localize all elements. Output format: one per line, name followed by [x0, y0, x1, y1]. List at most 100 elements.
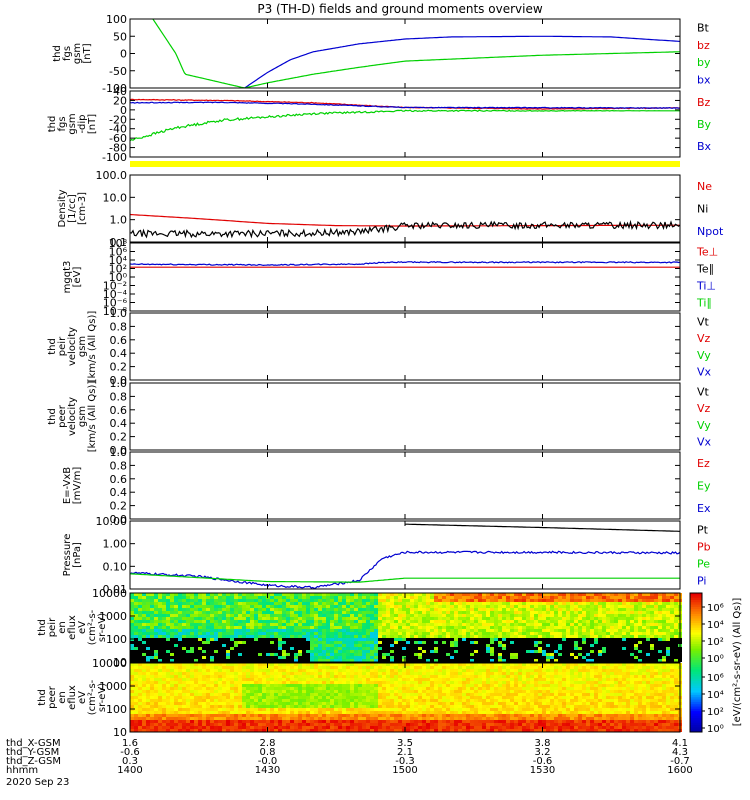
spectrogram-cell — [586, 656, 590, 659]
spectrogram-cell — [662, 647, 666, 650]
spectrogram-cell — [230, 620, 234, 623]
spectrogram-cell — [238, 702, 242, 705]
spectrogram-cell — [250, 693, 254, 696]
spectrogram-cell — [434, 656, 438, 659]
spectrogram-cell — [406, 723, 410, 726]
spectrogram-cell — [334, 711, 338, 714]
spectrogram-cell — [558, 599, 562, 602]
spectrogram-cell — [474, 602, 478, 605]
spectrogram-cell — [646, 599, 650, 602]
spectrogram-cell — [414, 723, 418, 726]
spectrogram-cell — [294, 720, 298, 723]
spectrogram-cell — [246, 623, 250, 626]
spectrogram-cell — [658, 629, 662, 632]
spectrogram-cell — [390, 663, 394, 666]
spectrogram-cell — [166, 717, 170, 720]
spectrogram-cell — [502, 614, 506, 617]
spectrogram-cell — [582, 620, 586, 623]
spectrogram-cell — [162, 653, 166, 656]
spectrogram-cell — [338, 723, 342, 726]
spectrogram-cell — [274, 614, 278, 617]
spectrogram-cell — [266, 669, 270, 672]
spectrogram-cell — [346, 638, 350, 641]
spectrogram-cell — [310, 608, 314, 611]
spectrogram-cell — [350, 644, 354, 647]
spectrogram-cell — [550, 593, 554, 596]
spectrogram-cell — [538, 626, 542, 629]
spectrogram-cell — [586, 626, 590, 629]
spectrogram-cell — [386, 726, 390, 729]
spectrogram-cell — [414, 650, 418, 653]
spectrogram-cell — [190, 720, 194, 723]
spectrogram-cell — [346, 684, 350, 687]
spectrogram-cell — [350, 593, 354, 596]
spectrogram-cell — [378, 653, 382, 656]
spectrogram-cell — [362, 702, 366, 705]
spectrogram-cell — [606, 650, 610, 653]
spectrogram-cell — [598, 650, 602, 653]
spectrogram-cell — [402, 711, 406, 714]
spectrogram-cell — [226, 608, 230, 611]
spectrogram-cell — [350, 599, 354, 602]
spectrogram-cell — [306, 699, 310, 702]
spectrogram-cell — [266, 614, 270, 617]
spectrogram-cell — [478, 629, 482, 632]
spectrogram-cell — [278, 650, 282, 653]
spectrogram-cell — [534, 653, 538, 656]
spectrogram-cell — [658, 632, 662, 635]
spectrogram-cell — [298, 623, 302, 626]
spectrogram-cell — [182, 702, 186, 705]
spectrogram-cell — [402, 672, 406, 675]
spectrogram-cell — [354, 614, 358, 617]
spectrogram-cell — [426, 650, 430, 653]
spectrogram-cell — [534, 632, 538, 635]
spectrogram-cell — [470, 620, 474, 623]
spectrogram-cell — [134, 675, 138, 678]
spectrogram-cell — [654, 629, 658, 632]
spectrogram-cell — [566, 644, 570, 647]
spectrogram-cell — [558, 602, 562, 605]
spectrogram-cell — [418, 608, 422, 611]
spectrogram-cell — [186, 632, 190, 635]
spectrogram-cell — [306, 696, 310, 699]
spectrogram-cell — [302, 605, 306, 608]
spectrogram-cell — [398, 723, 402, 726]
spectrogram-cell — [262, 705, 266, 708]
spectrogram-layer — [130, 593, 682, 732]
spectrogram-cell — [134, 729, 138, 732]
spectrogram-cell — [626, 656, 630, 659]
spectrogram-cell — [138, 593, 142, 596]
spectrogram-cell — [614, 635, 618, 638]
spectrogram-cell — [506, 650, 510, 653]
spectrogram-cell — [234, 653, 238, 656]
spectrogram-cell — [546, 593, 550, 596]
spectrogram-cell — [190, 687, 194, 690]
spectrogram-cell — [390, 641, 394, 644]
spectrogram-cell — [230, 593, 234, 596]
spectrogram-cell — [262, 596, 266, 599]
spectrogram-cell — [522, 629, 526, 632]
spectrogram-cell — [310, 669, 314, 672]
spectrogram-cell — [406, 684, 410, 687]
spectrogram-cell — [298, 717, 302, 720]
spectrogram-cell — [450, 623, 454, 626]
spectrogram-cell — [466, 632, 470, 635]
spectrogram-cell — [402, 650, 406, 653]
spectrogram-cell — [374, 647, 378, 650]
spectrogram-cell — [622, 635, 626, 638]
spectrogram-cell — [382, 717, 386, 720]
spectrogram-cell — [314, 723, 318, 726]
spectrogram-cell — [374, 626, 378, 629]
spectrogram-cell — [370, 623, 374, 626]
spectrogram-cell — [410, 602, 414, 605]
spectrogram-cell — [334, 611, 338, 614]
spectrogram-cell — [234, 666, 238, 669]
spectrogram-cell — [230, 647, 234, 650]
spectrogram-cell — [518, 650, 522, 653]
spectrogram-cell — [154, 596, 158, 599]
spectrogram-cell — [638, 653, 642, 656]
spectrogram-cell — [362, 681, 366, 684]
spectrogram-cell — [190, 629, 194, 632]
spectrogram-cell — [558, 623, 562, 626]
spectrogram-cell — [590, 644, 594, 647]
